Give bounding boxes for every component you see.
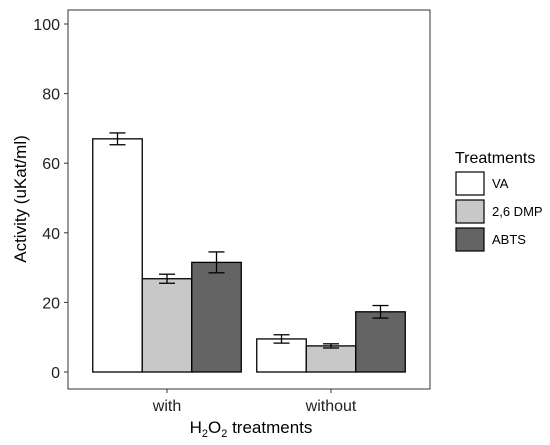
legend-item: VA — [455, 171, 509, 196]
bar-va-without — [256, 338, 307, 373]
legend-label: ABTS — [492, 232, 526, 247]
bar-abts-without — [355, 311, 406, 373]
error-bar — [208, 251, 225, 274]
legend-title: Treatments — [455, 150, 535, 167]
bars — [92, 138, 406, 373]
error-bar — [323, 343, 339, 349]
bar-abts-with — [191, 261, 242, 373]
x-tick-label: with — [152, 398, 181, 415]
legend: Treatments VA 2,6 DMP ABTS — [455, 150, 543, 252]
error-bar — [273, 334, 290, 344]
legend-label: 2,6 DMP — [492, 204, 543, 219]
legend-swatch — [455, 171, 485, 196]
legend-item: 2,6 DMP — [455, 199, 543, 224]
y-tick-label: 100 — [33, 17, 60, 34]
error-bars — [109, 132, 389, 349]
legend-swatch — [455, 227, 485, 252]
error-bar — [159, 273, 175, 284]
y-tick-label: 20 — [42, 295, 60, 312]
legend-swatch — [455, 199, 485, 224]
bar-2-6-dmp-with — [141, 278, 193, 373]
y-tick-label: 80 — [42, 87, 60, 104]
legend-label: VA — [492, 176, 509, 191]
x-axis-title: H2O2 treatments — [190, 418, 313, 440]
x-axis: with without — [152, 389, 357, 415]
y-tick-label: 0 — [51, 365, 60, 382]
y-axis: 0 20 40 60 80 100 — [33, 17, 68, 382]
legend-item: ABTS — [455, 227, 526, 252]
error-bar — [109, 132, 126, 146]
y-axis-title: Activity (uKat/ml) — [11, 135, 30, 263]
bar-va-with — [92, 138, 143, 373]
bar-2-6-dmp-without — [305, 345, 357, 373]
x-tick-label: without — [305, 398, 357, 415]
y-tick-label: 40 — [42, 226, 60, 243]
error-bar — [372, 304, 389, 319]
y-tick-label: 60 — [42, 156, 60, 173]
